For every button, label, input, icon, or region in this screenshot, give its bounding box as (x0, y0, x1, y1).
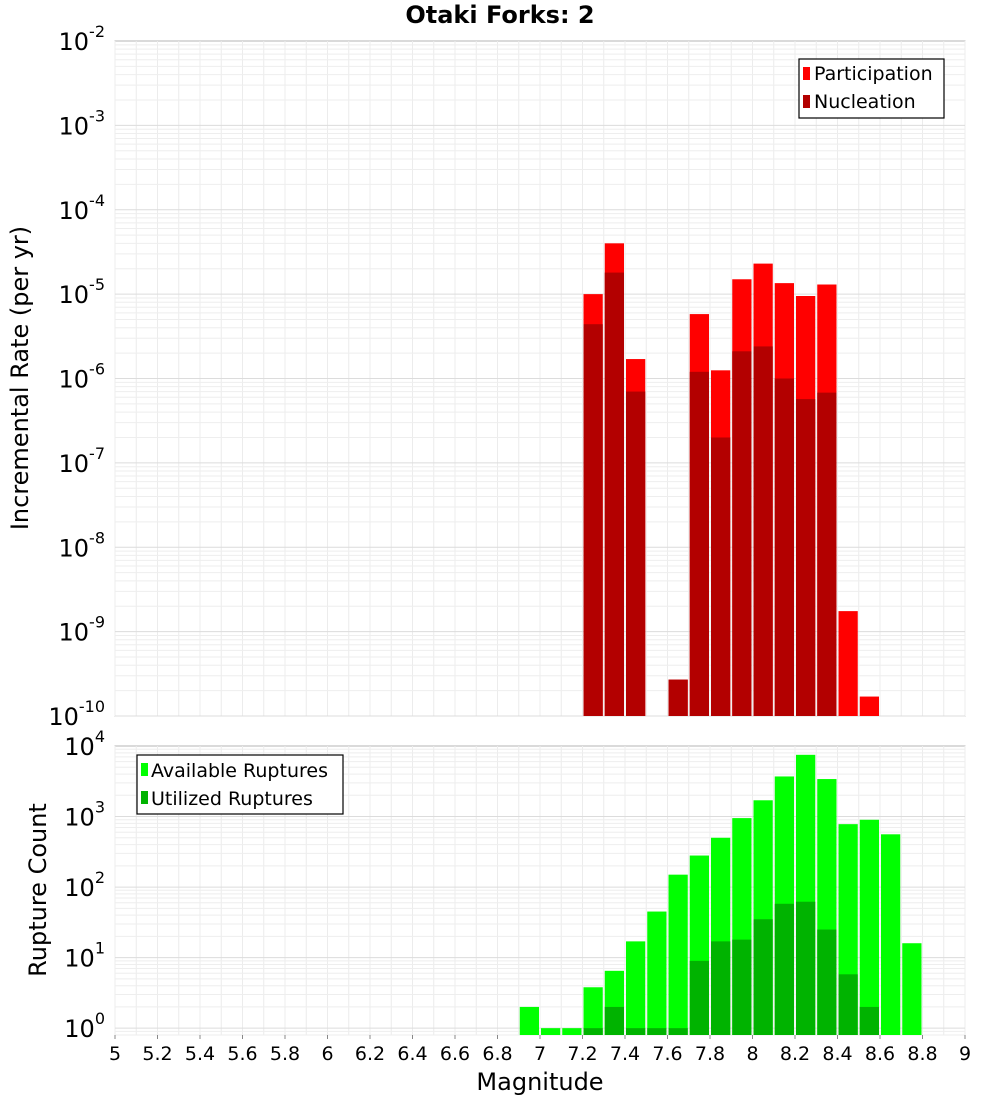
available-ruptures-bar (562, 1028, 582, 1035)
x-tick-label: 7 (534, 1043, 546, 1065)
count-y-ticks: 104 103 102 101 100 (64, 727, 105, 1043)
count-y-axis-label: Rupture Count (24, 803, 52, 977)
utilized-ruptures-bar (859, 1006, 879, 1035)
available-ruptures-bar (859, 819, 879, 1035)
available-ruptures-bar (541, 1028, 561, 1035)
x-axis-label: Magnitude (476, 1068, 603, 1096)
count-bars (519, 754, 922, 1035)
x-tick-label: 6.8 (482, 1043, 512, 1065)
magnitude-x-ticks: 5 5.2 5.4 5.6 5.8 6 6.2 6.4 6.6 6.8 7 7.2 7.4 7.6 7.8 8… (109, 1035, 971, 1065)
rate-y-tick-label: 10-2 (59, 22, 106, 56)
utilized-ruptures-bar (689, 960, 709, 1035)
rate-y-tick-label: 10-8 (59, 528, 106, 562)
rate-panel: 10-2 10-3 10-4 10-5 10-6 10-7 10-8 10-9 10-10 In… (6, 22, 966, 731)
rate-y-tick-label: 10-6 (59, 360, 106, 394)
x-tick-label: 7.8 (695, 1043, 725, 1065)
participation-bar (838, 611, 858, 716)
utilized-ruptures-bar (583, 1028, 603, 1035)
x-tick-label: 5 (109, 1043, 121, 1065)
nucleation-bar (817, 392, 837, 716)
rate-y-tick-label: 10-9 (59, 613, 106, 647)
utilized-ruptures-bar (838, 974, 858, 1035)
available-ruptures-bar (668, 874, 688, 1035)
rate-bars (583, 243, 879, 717)
x-tick-label: 5.2 (142, 1043, 172, 1065)
rate-y-tick-label: 10-4 (59, 191, 106, 225)
utilized-ruptures-bar (711, 941, 731, 1035)
count-legend[interactable]: Available Ruptures Utilized Ruptures (136, 754, 344, 815)
utilized-ruptures-bar (774, 903, 794, 1035)
available-ruptures-bar (647, 911, 667, 1035)
x-tick-label: 8.6 (865, 1043, 895, 1065)
nucleation-bar (583, 324, 603, 716)
x-tick-label: 5.4 (185, 1043, 215, 1065)
x-tick-label: 7.4 (610, 1043, 640, 1065)
rate-y-tick-label: 10-10 (48, 697, 105, 731)
x-tick-label: 7.2 (567, 1043, 597, 1065)
nucleation-bar (626, 391, 646, 716)
chart-title: Otaki Forks: 2 (405, 1, 594, 29)
utilized-ruptures-bar (604, 1006, 624, 1035)
rate-legend-box (798, 58, 945, 119)
x-tick-label: 6 (321, 1043, 333, 1065)
utilized-ruptures-bar (626, 1028, 646, 1035)
utilized-ruptures-bar (753, 919, 773, 1035)
nucleation-bar (774, 378, 794, 716)
rate-y-tick-label: 10-3 (59, 106, 106, 140)
available-legend-label: Available Ruptures (151, 760, 328, 782)
count-y-tick-label: 100 (64, 1009, 105, 1043)
x-tick-label: 6.4 (397, 1043, 427, 1065)
nucleation-bar (732, 351, 752, 716)
nucleation-legend-label: Nucleation (814, 91, 916, 113)
utilized-ruptures-bar (732, 939, 752, 1035)
nucleation-bar (668, 679, 688, 716)
nucleation-bar (796, 399, 816, 716)
available-ruptures-bar (519, 1006, 539, 1035)
participation-legend-swatch (803, 67, 810, 80)
x-tick-label: 5.8 (270, 1043, 300, 1065)
x-tick-label: 7.6 (652, 1043, 682, 1065)
count-y-tick-label: 103 (64, 798, 105, 832)
rate-gridlines (114, 41, 966, 717)
rate-legend[interactable]: Participation Nucleation (798, 58, 945, 119)
count-panel: 104 103 102 101 100 5 5.2 5.4 5.6 5.8 6 6.2 6.4 6.6 6… (24, 727, 971, 1096)
available-ruptures-bar (626, 941, 646, 1035)
nucleation-bar (689, 371, 709, 716)
x-tick-label: 6.2 (355, 1043, 385, 1065)
nucleation-bar (604, 272, 624, 716)
count-y-tick-label: 102 (64, 868, 105, 902)
x-tick-label: 8.4 (822, 1043, 852, 1065)
participation-bar (859, 696, 879, 716)
utilized-legend-swatch (141, 791, 148, 804)
rate-y-axis-label: Incremental Rate (per yr) (6, 226, 34, 530)
x-tick-label: 6.6 (440, 1043, 470, 1065)
participation-legend-label: Participation (814, 63, 933, 85)
nucleation-bar (753, 346, 773, 716)
x-tick-label: 5.6 (227, 1043, 257, 1065)
utilized-ruptures-bar (817, 929, 837, 1035)
count-y-tick-label: 104 (64, 727, 105, 761)
x-tick-label: 8.2 (780, 1043, 810, 1065)
available-legend-swatch (141, 763, 148, 776)
available-ruptures-bar (583, 987, 603, 1035)
count-legend-box (136, 754, 344, 815)
utilized-ruptures-bar (796, 901, 816, 1035)
available-ruptures-bar (902, 943, 922, 1035)
x-tick-label: 8 (746, 1043, 758, 1065)
nucleation-legend-swatch (803, 95, 810, 108)
utilized-legend-label: Utilized Ruptures (151, 788, 313, 810)
utilized-ruptures-bar (647, 1028, 667, 1035)
nucleation-bar (711, 437, 731, 716)
x-tick-label: 9 (959, 1043, 971, 1065)
rate-y-ticks: 10-2 10-3 10-4 10-5 10-6 10-7 10-8 10-9 10-10 (48, 22, 105, 731)
utilized-ruptures-bar (668, 1028, 688, 1035)
rate-y-tick-label: 10-7 (59, 444, 106, 478)
available-ruptures-bar (881, 834, 901, 1035)
rate-y-tick-label: 10-5 (59, 275, 106, 309)
x-tick-label: 8.8 (907, 1043, 937, 1065)
count-y-tick-label: 101 (64, 939, 105, 973)
